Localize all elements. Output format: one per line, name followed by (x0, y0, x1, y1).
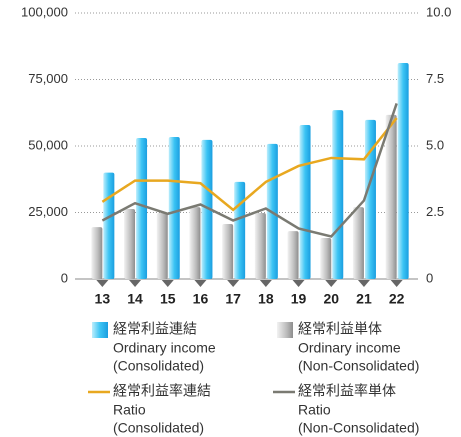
y2-tick-label: 10.0 (426, 4, 451, 19)
tick-marker (292, 280, 305, 287)
tick-marker (259, 280, 272, 287)
x-tick-label: 20 (323, 291, 339, 307)
legend-description: (Consolidated) (113, 358, 204, 374)
legend-description: Ratio (113, 402, 146, 418)
legend-description: Ordinary income (113, 340, 216, 356)
bar (254, 213, 266, 279)
legend-label: 経常利益単体 (298, 321, 382, 337)
line (101, 103, 398, 238)
tick-marker (161, 280, 174, 287)
y-tick-label: 75,000 (28, 71, 68, 86)
bar (234, 181, 246, 279)
x-tick-label: 22 (389, 291, 405, 307)
bar (385, 114, 397, 280)
bar (287, 231, 299, 279)
legend-label: 経常利益率連結 (113, 383, 211, 399)
legend-label: 経常利益率単体 (298, 383, 396, 399)
bar (397, 63, 409, 280)
tick-marker (227, 280, 240, 287)
x-tick-label: 18 (258, 291, 274, 307)
bar (332, 110, 344, 279)
x-tick-label: 15 (160, 291, 176, 307)
bar (189, 207, 201, 279)
legend-swatch (92, 322, 108, 338)
bar (320, 238, 332, 279)
x-tick-label: 17 (225, 291, 241, 307)
y-tick-label: 0 (61, 270, 68, 285)
bar (124, 209, 136, 279)
y2-tick-label: 7.5 (426, 71, 444, 86)
y2-tick-label: 2.5 (426, 204, 444, 219)
y2-tick-label: 5.0 (426, 137, 444, 152)
y-tick-label: 100,000 (21, 4, 68, 19)
bar (156, 213, 168, 279)
bar (364, 119, 376, 279)
tick-marker (357, 280, 370, 287)
bar (91, 227, 103, 279)
tick-marker (390, 280, 403, 287)
bar (352, 207, 364, 279)
legend-label: 経常利益連結 (113, 321, 197, 337)
bar (299, 124, 311, 280)
legend-description: Ordinary income (298, 340, 401, 356)
y-tick-label: 25,000 (28, 204, 68, 219)
bar (136, 138, 148, 279)
bar (103, 172, 115, 279)
bar (168, 136, 180, 279)
legend-description: Ratio (298, 402, 331, 418)
legend-description: (Consolidated) (113, 420, 204, 436)
x-tick-label: 19 (291, 291, 307, 307)
tick-marker (194, 280, 207, 287)
tick-marker (129, 280, 142, 287)
bar (201, 139, 213, 279)
legend-swatch (277, 322, 293, 338)
tick-marker (96, 280, 109, 287)
legend-description: (Non-Consolidated) (298, 420, 419, 436)
y-tick-label: 50,000 (28, 137, 68, 152)
x-tick-label: 16 (193, 291, 209, 307)
bar (222, 223, 234, 279)
line (101, 117, 398, 212)
tick-marker (325, 280, 338, 287)
x-tick-label: 13 (95, 291, 111, 307)
x-tick-label: 21 (356, 291, 372, 307)
legend-description: (Non-Consolidated) (298, 358, 419, 374)
y2-tick-label: 0 (426, 270, 433, 285)
x-tick-label: 14 (127, 291, 143, 307)
